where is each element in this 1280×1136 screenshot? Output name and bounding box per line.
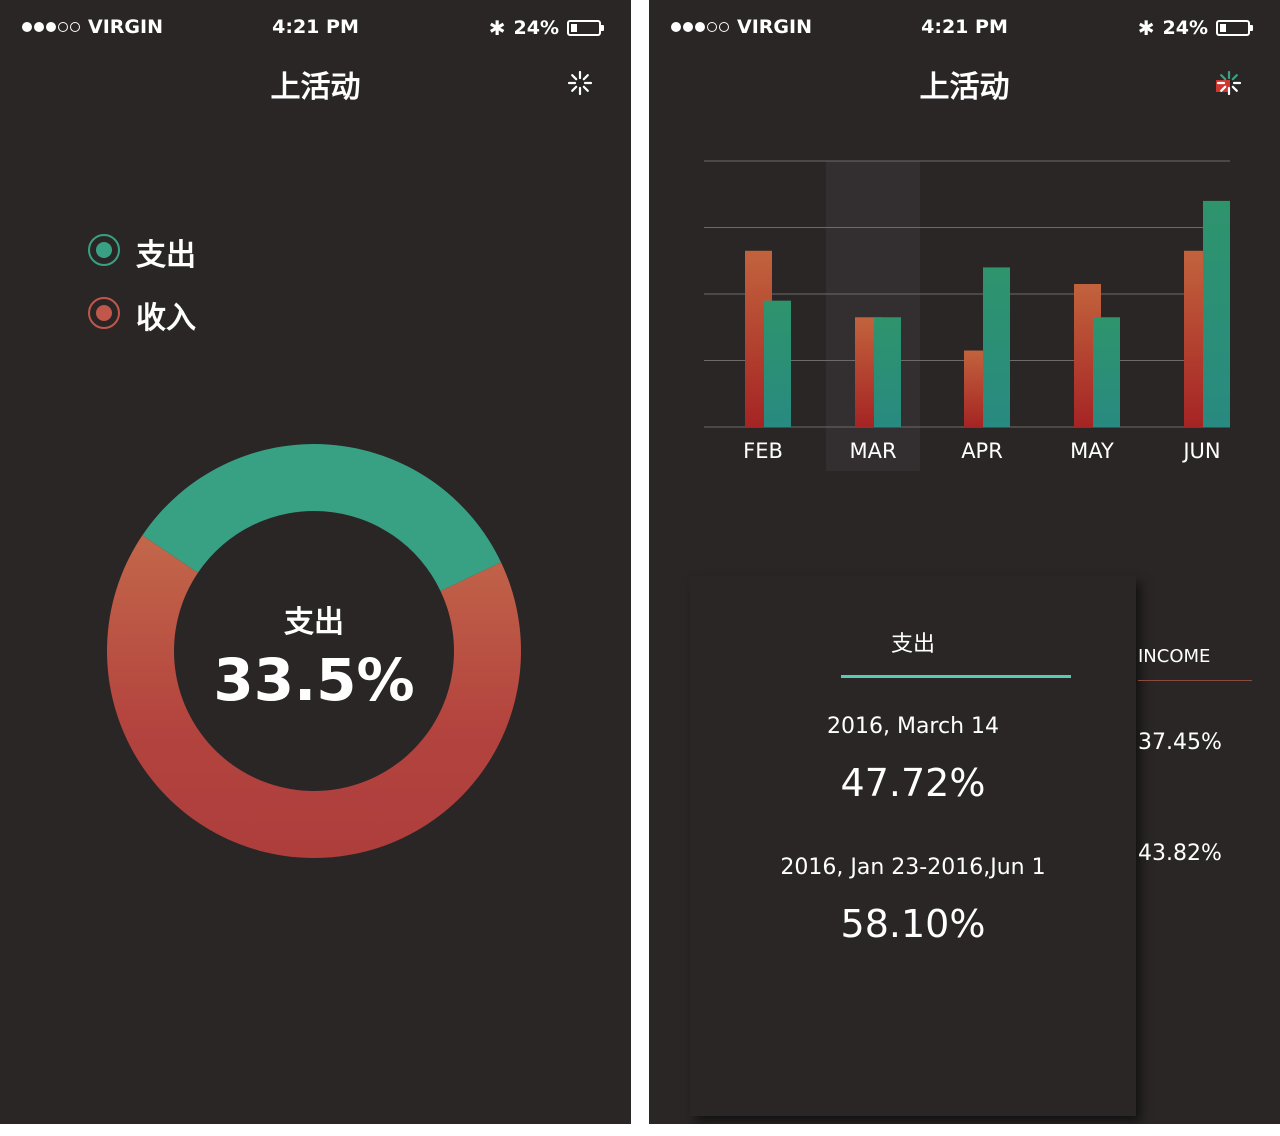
bar-jun-expense[interactable]: [1203, 200, 1230, 427]
signal-dot-icon: [70, 22, 80, 32]
bluetooth-icon: ✱: [1137, 16, 1155, 40]
x-tick-label: FEB: [743, 439, 783, 463]
bar-apr-expense[interactable]: [983, 267, 1010, 427]
signal-dot-icon: [34, 22, 44, 32]
legend-label: 支出: [136, 238, 196, 273]
donut-center: 支出 33.5%: [107, 431, 521, 872]
donut-center-label: 支出: [284, 605, 344, 640]
page-title: 上活动: [919, 70, 1010, 105]
battery-percent: 24%: [1162, 17, 1208, 39]
entry-value: 47.72%: [840, 761, 986, 805]
signal-dot-icon: [671, 22, 681, 32]
donut-segment-expense[interactable]: [142, 444, 501, 591]
tab-indicator: [841, 675, 1071, 678]
bar-may-expense[interactable]: [1093, 317, 1120, 427]
x-tick-label: MAY: [1070, 439, 1114, 463]
tab-income[interactable]: INCOME: [1138, 646, 1211, 667]
battery-percent: 24%: [513, 17, 559, 39]
income-value: 37.45%: [1138, 730, 1222, 755]
tab-expense[interactable]: 支出: [890, 632, 935, 657]
page-title: 上活动: [270, 70, 361, 105]
x-tick-label: APR: [961, 439, 1003, 463]
legend-label: 收入: [136, 301, 196, 336]
signal-dot-icon: [695, 22, 705, 32]
loading-spinner-icon[interactable]: [567, 70, 593, 96]
bluetooth-icon: ✱: [488, 16, 506, 40]
battery-icon: [1216, 20, 1253, 36]
income-value: 43.82%: [1138, 841, 1222, 866]
entry-date: 2016, March 14: [826, 714, 1000, 739]
carrier: VIRGIN: [22, 16, 163, 38]
status-bar: VIRGIN 4:21 PM ✱ 24%: [0, 14, 631, 42]
status-time: 4:21 PM: [921, 16, 1008, 38]
donut-chart: [107, 444, 521, 858]
donut-center-value: 33.5%: [213, 646, 415, 714]
signal-dot-icon: [46, 22, 56, 32]
radio-icon: [88, 297, 120, 329]
loading-spinner-icon[interactable]: [1216, 70, 1242, 96]
donut-screen: VIRGIN 4:21 PM ✱ 24% 上活动 支出 收入: [0, 0, 631, 1124]
donut-segment-income[interactable]: [107, 535, 521, 858]
entry-date: 2016, Jan 23-2016,Jun 1: [780, 855, 1046, 880]
x-tick-label: MAR: [849, 439, 896, 463]
signal-dot-icon: [719, 22, 729, 32]
status-bar: VIRGIN 4:21 PM ✱ 24%: [649, 14, 1280, 42]
entry-value: 58.10%: [840, 902, 986, 946]
detail-card: 支出 2016, March 14 47.72% 2016, Jan 23-20…: [690, 576, 1136, 1116]
status-right: ✱ 24%: [488, 16, 604, 40]
status-right: ✱ 24%: [1137, 16, 1253, 40]
x-tick-label: JUN: [1181, 439, 1220, 463]
radio-icon: [88, 234, 120, 266]
status-time: 4:21 PM: [272, 16, 359, 38]
bar-mar-expense[interactable]: [874, 317, 901, 427]
income-column: INCOME 37.45% 43.82%: [1138, 646, 1280, 866]
bar-chart: FEB MAR APR MAY JUN: [704, 160, 1230, 471]
battery-icon: [567, 20, 604, 36]
carrier-name: VIRGIN: [88, 16, 163, 38]
income-divider: [1138, 680, 1252, 681]
bar-screen: VIRGIN 4:21 PM ✱ 24% 上活动: [649, 0, 1280, 1124]
bar-feb-expense[interactable]: [764, 300, 791, 427]
signal-dot-icon: [22, 22, 32, 32]
signal-dot-icon: [683, 22, 693, 32]
carrier: VIRGIN: [671, 16, 812, 38]
carrier-name: VIRGIN: [737, 16, 812, 38]
signal-dot-icon: [58, 22, 68, 32]
signal-dot-icon: [707, 22, 717, 32]
